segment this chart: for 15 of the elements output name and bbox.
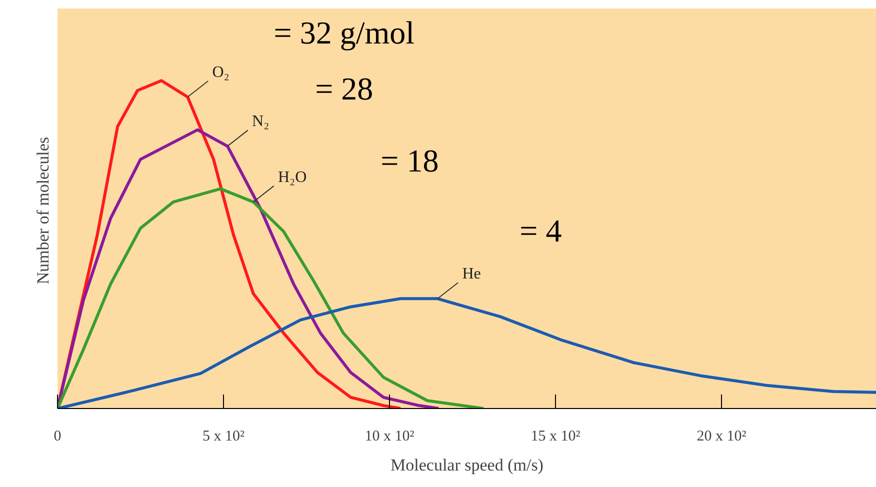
x-tick-label: 15 x 10² <box>530 428 581 444</box>
x-tick-label: 5 x 10² <box>202 428 245 444</box>
x-tick-label: 20 x 10² <box>696 428 747 444</box>
annotation: = 28 <box>315 70 374 106</box>
text: = 32 g/mol <box>274 14 415 50</box>
annotation: = 4 <box>520 212 562 248</box>
annotation: = 18 <box>380 142 439 178</box>
series-label: H₂O <box>278 168 307 186</box>
x-axis-title: Molecular speed (m/s) <box>390 456 544 474</box>
series-label: N₂ <box>252 113 270 130</box>
x-tick-label: 0 <box>54 428 62 444</box>
x-tick-label: 10 x 10² <box>364 428 415 444</box>
y-axis-title: Number of molecules <box>34 136 52 284</box>
series-label: He <box>462 266 481 283</box>
series-label: O₂ <box>212 64 230 82</box>
